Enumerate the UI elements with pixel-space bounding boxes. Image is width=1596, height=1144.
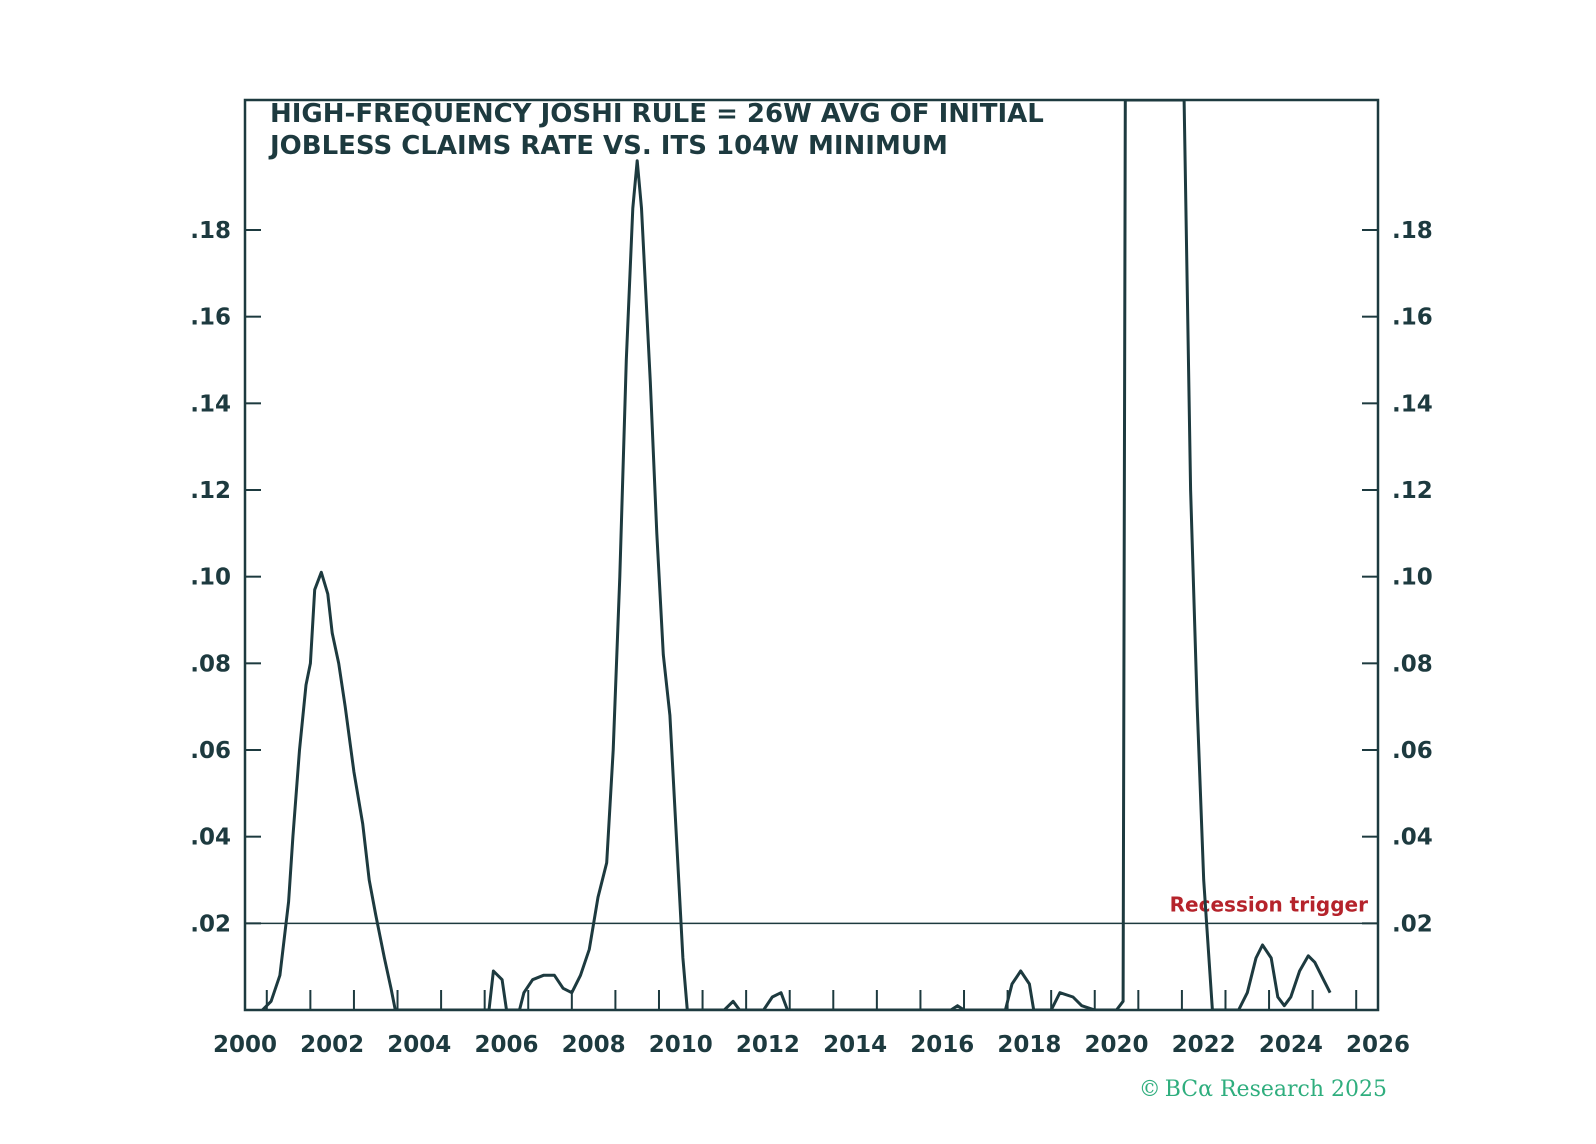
recession-trigger-label: Recession trigger: [1170, 892, 1368, 916]
y-tick-label-right: .06: [1392, 738, 1433, 764]
y-tick-label-left: .10: [190, 565, 231, 591]
y-tick-label-right: .16: [1392, 305, 1433, 331]
y-tick-label-left: .06: [190, 738, 231, 764]
y-axis-right: .02 .04 .06 .08 .10 .12 .14 .16 .18: [1362, 218, 1433, 937]
x-tick-label: 2020: [1085, 1032, 1149, 1058]
x-tick-label: 2000: [213, 1032, 277, 1058]
y-tick-label-right: .18: [1392, 218, 1433, 244]
y-tick-label-right: .04: [1392, 825, 1433, 851]
x-tick-label: 2004: [387, 1032, 451, 1058]
x-tick-label: 2010: [649, 1032, 713, 1058]
y-axis-left: .02 .04 .06 .08 .10 .12 .14 .16 .18: [190, 218, 261, 937]
y-tick-label-left: .14: [190, 391, 231, 417]
chart-title: HIGH-FREQUENCY JOSHI RULE = 26W AVG OF I…: [268, 99, 1044, 161]
series-line-joshi-rule: [261, 100, 1332, 1010]
plot-frame: [243, 98, 1380, 1012]
y-tick-label-right: .14: [1392, 391, 1433, 417]
x-tick-label: 2016: [910, 1032, 974, 1058]
series-group: [261, 100, 1332, 1010]
x-tick-label: 2012: [736, 1032, 800, 1058]
x-tick-label: 2008: [562, 1032, 626, 1058]
y-tick-label-right: .12: [1392, 478, 1433, 504]
x-tick-label: 2006: [474, 1032, 538, 1058]
y-tick-label-right: .08: [1392, 651, 1433, 677]
y-tick-label-left: .04: [190, 825, 231, 851]
x-tick-label: 2026: [1346, 1032, 1410, 1058]
credit-text: BCα Research 2025: [1165, 1077, 1387, 1102]
y-tick-label-right: .02: [1392, 911, 1433, 937]
y-tick-label-right: .10: [1392, 565, 1433, 591]
x-tick-label: 2018: [997, 1032, 1061, 1058]
y-tick-label-left: .02: [190, 911, 231, 937]
y-tick-label-left: .16: [190, 305, 231, 331]
x-tick-label: 2024: [1259, 1032, 1323, 1058]
chart-title-line-2: JOBLESS CLAIMS RATE VS. ITS 104W MINIMUM: [268, 131, 948, 161]
chart-title-line-1: HIGH-FREQUENCY JOSHI RULE = 26W AVG OF I…: [270, 99, 1044, 129]
y-tick-label-left: .08: [190, 651, 231, 677]
y-tick-label-left: .12: [190, 478, 231, 504]
y-tick-label-left: .18: [190, 218, 231, 244]
x-tick-label: 2002: [300, 1032, 364, 1058]
source-credit: © BCα Research 2025: [1139, 1077, 1387, 1102]
x-tick-label: 2014: [823, 1032, 887, 1058]
x-tick-label: 2022: [1172, 1032, 1236, 1058]
x-axis: 2000 2002 2004 2006 2008 2010 2012 2014 2016 2018…: [213, 990, 1410, 1058]
copyright-symbol: ©: [1139, 1077, 1161, 1102]
